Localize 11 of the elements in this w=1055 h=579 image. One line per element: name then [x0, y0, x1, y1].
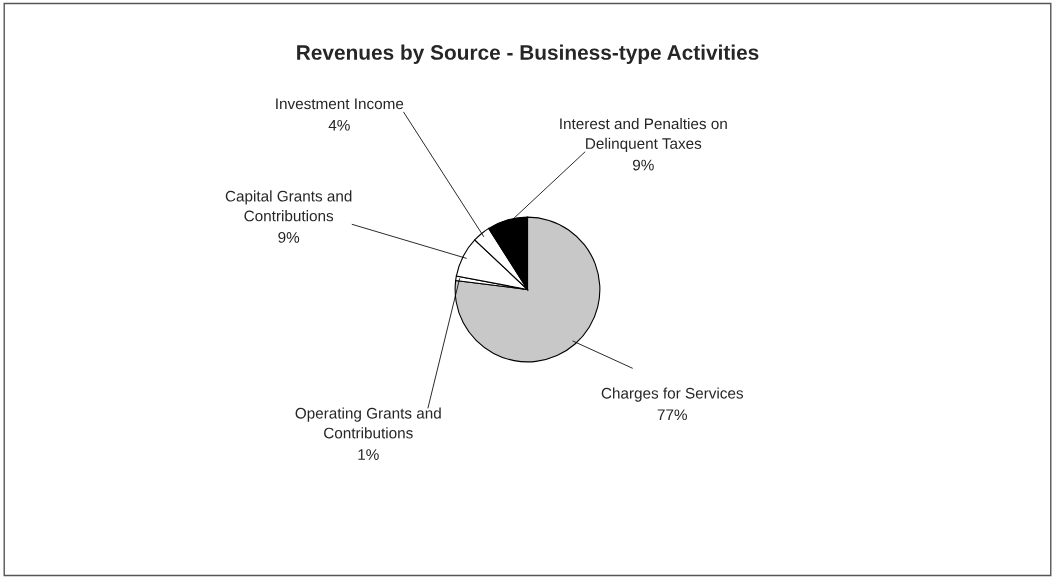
slice-label: Interest and Penalties on Delinquent Taxes [560, 117, 727, 152]
data-label: 1% [358, 449, 379, 460]
slice-label: Charges for Services [601, 387, 744, 402]
data-label: 4% [328, 119, 350, 131]
slice-label: Capital Grants and Contributions [225, 190, 352, 222]
slice-label: Investment Income [276, 98, 404, 110]
data-label: 9% [278, 232, 300, 243]
slice-label: Operating Grants and Contributions [295, 407, 441, 439]
chart-title: Revenues by Source - Business-type Activities [297, 44, 759, 64]
data-label: 77% [657, 409, 687, 421]
data-label: 9% [632, 159, 654, 171]
